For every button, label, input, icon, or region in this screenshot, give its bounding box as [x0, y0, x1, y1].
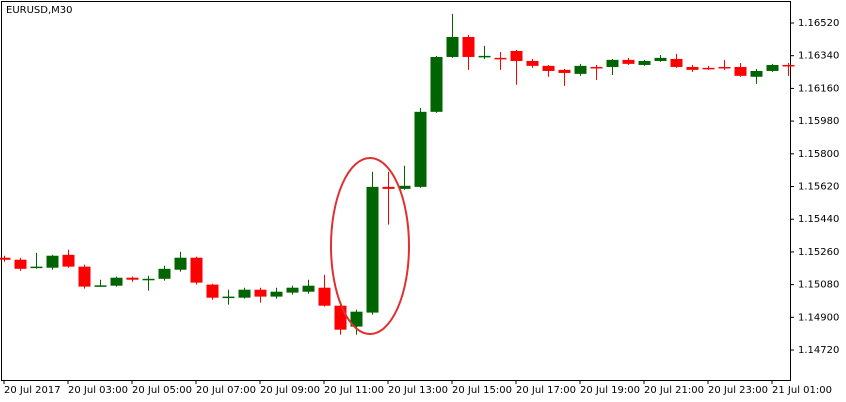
candle-body	[30, 266, 43, 269]
highlight-ellipse	[330, 157, 410, 335]
y-tick-label: 1.15980	[798, 116, 839, 127]
candle-body	[382, 186, 395, 189]
x-tick-label: 20 Jul 11:00	[324, 385, 384, 396]
candle-body	[526, 60, 539, 66]
candle-body	[110, 277, 123, 286]
candle-body	[446, 36, 459, 57]
candle-body	[174, 257, 187, 270]
candle-body	[510, 50, 523, 61]
candle-body	[62, 254, 75, 267]
candle-body	[302, 285, 315, 292]
x-tick-label: 21 Jul 01:00	[772, 385, 832, 396]
y-tick-label: 1.15800	[798, 149, 839, 160]
candle-body	[0, 257, 11, 260]
chart-title: EURUSD,M30	[6, 5, 72, 16]
candle-body	[334, 305, 347, 330]
candle-body	[190, 257, 203, 283]
y-tick-label: 1.16340	[798, 51, 839, 62]
candle-body	[350, 311, 363, 327]
candle-body	[718, 66, 731, 69]
candle-body	[46, 255, 59, 268]
candle-body	[158, 268, 171, 279]
candle-body	[574, 65, 587, 74]
candle-body	[478, 55, 491, 58]
x-tick-label: 20 Jul 21:00	[644, 385, 704, 396]
candle-body	[542, 65, 555, 71]
candle-body	[254, 289, 267, 297]
x-tick-label: 20 Jul 05:00	[132, 385, 192, 396]
candle-body	[750, 70, 763, 77]
candle-body	[78, 266, 91, 287]
candle-body	[238, 289, 251, 298]
candle-body	[430, 56, 443, 112]
y-tick-label: 1.16160	[798, 83, 839, 94]
x-tick-label: 20 Jul 13:00	[388, 385, 448, 396]
candle-body	[638, 60, 651, 65]
candle-body	[558, 69, 571, 73]
candle-body	[702, 67, 715, 70]
y-tick-label: 1.15440	[798, 214, 839, 225]
x-tick-label: 20 Jul 03:00	[68, 385, 128, 396]
y-tick-label: 1.14720	[798, 345, 839, 356]
x-tick-label: 20 Jul 07:00	[196, 385, 256, 396]
candle-body	[14, 259, 27, 269]
candle-body	[686, 66, 699, 70]
y-tick-label: 1.15260	[798, 247, 839, 258]
candle-body	[782, 64, 795, 67]
x-tick-label: 20 Jul 2017	[4, 385, 61, 396]
candle-body	[494, 57, 507, 60]
candle-body	[126, 277, 139, 280]
x-tick-label: 20 Jul 09:00	[260, 385, 320, 396]
candle-body	[622, 59, 635, 64]
y-tick-label: 1.16520	[798, 18, 839, 29]
candle-body	[94, 285, 107, 287]
candle-body	[766, 64, 779, 71]
candle-body	[286, 287, 299, 293]
candle-body	[462, 36, 475, 57]
candle-body	[366, 186, 379, 313]
candle-body	[398, 185, 411, 189]
candle-body	[222, 296, 235, 299]
y-tick-label: 1.15620	[798, 182, 839, 193]
x-tick-label: 20 Jul 15:00	[452, 385, 512, 396]
plot-frame	[1, 1, 791, 381]
candle-body	[414, 111, 427, 187]
y-tick-label: 1.15080	[798, 280, 839, 291]
candle-body	[142, 278, 155, 281]
x-tick-label: 20 Jul 17:00	[516, 385, 576, 396]
candle-body	[318, 287, 331, 306]
candle-body	[270, 291, 283, 297]
y-tick-label: 1.14900	[798, 312, 839, 323]
plot	[0, 13, 795, 335]
x-tick-label: 20 Jul 23:00	[708, 385, 768, 396]
candle-body	[206, 284, 219, 298]
candle-body	[654, 57, 667, 61]
candle-body	[606, 59, 619, 67]
x-tick-label: 20 Jul 19:00	[580, 385, 640, 396]
candle-body	[734, 66, 747, 76]
candle-body	[590, 66, 603, 69]
candle-body	[670, 58, 683, 67]
